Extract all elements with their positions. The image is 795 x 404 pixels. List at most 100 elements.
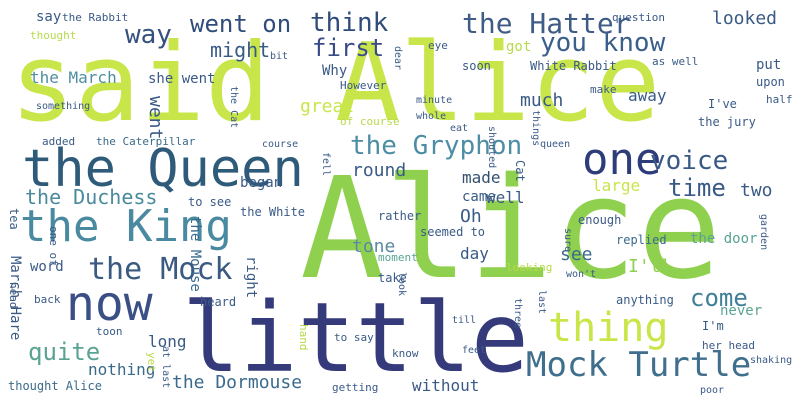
word-white-rabbit: White Rabbit	[530, 59, 617, 73]
word-sure: sure	[562, 228, 573, 253]
word-added: added	[42, 135, 76, 148]
word-toon: toon	[96, 325, 123, 338]
word-wont: won't	[566, 269, 597, 280]
word-bit: bit	[270, 51, 289, 62]
word-feet: feet	[462, 345, 487, 356]
word-course: course	[262, 139, 299, 150]
word-hand: hand	[297, 324, 310, 351]
word-tea: tea	[7, 208, 21, 230]
word-began: began	[240, 175, 283, 191]
word-im: I'm	[702, 319, 724, 333]
word-take: take	[378, 271, 407, 285]
word-the-queen: the Queen	[22, 139, 304, 199]
word-came: came	[462, 189, 496, 205]
word-know: know	[392, 347, 419, 360]
word-word: word	[30, 259, 64, 275]
word-to-say: to say	[334, 331, 374, 344]
word-at-last: at last	[160, 346, 171, 389]
word-voice: voice	[650, 146, 729, 176]
word-think: think	[310, 8, 389, 38]
word-round: round	[352, 160, 407, 181]
word-fell: fell	[320, 152, 331, 177]
word-the-mouse: the Mouse	[187, 216, 203, 292]
word-she-went: she went	[148, 71, 216, 87]
word-quite: quite	[28, 338, 101, 366]
word-getting: getting	[332, 381, 379, 394]
word-the-king: the King	[20, 201, 232, 252]
word-went-on: went on	[190, 10, 292, 38]
word-ill: I'll	[628, 256, 672, 277]
word-the-duchess: the Duchess	[25, 185, 158, 209]
word-thing: thing	[548, 305, 669, 351]
word-make: make	[590, 83, 617, 96]
word-the-gryphon: the Gryphon	[350, 131, 523, 161]
word-shouted: shouted	[486, 126, 497, 169]
word-thought-alice: thought Alice	[8, 379, 102, 393]
word-right: right	[243, 256, 259, 299]
word-put: put	[756, 57, 782, 73]
word-long: long	[148, 332, 187, 351]
word-one-of: one of	[47, 226, 60, 266]
word-the-mock: the Mock	[88, 252, 233, 287]
word-last: last	[536, 290, 547, 315]
word-garden: garden	[758, 214, 769, 251]
word-soon: soon	[462, 59, 491, 73]
word-half: half	[766, 93, 793, 106]
word-however: However	[340, 79, 387, 92]
word-thought: thought	[30, 29, 77, 42]
word-oh: Oh	[460, 206, 482, 227]
word-yet: yet	[145, 352, 158, 372]
word-large: large	[592, 176, 641, 195]
word-looking: looking	[506, 261, 553, 274]
word-poor: poor	[700, 385, 725, 396]
word-day: day	[460, 244, 489, 263]
word-as-well: as well	[652, 55, 699, 68]
word-to-see: to see	[188, 195, 232, 209]
word-see: see	[560, 244, 593, 265]
word-the-white: the White	[240, 205, 306, 219]
word-nothing: nothing	[88, 360, 156, 379]
word-look: look	[396, 272, 407, 297]
word-back: back	[34, 293, 61, 306]
word-away: away	[628, 86, 667, 105]
word-minute: minute	[416, 95, 453, 106]
word-cat: Cat	[513, 160, 527, 182]
word-something: something	[36, 101, 91, 112]
word-her-head: her head	[702, 339, 755, 352]
word-the-caterpillar: the Caterpillar	[96, 135, 196, 148]
word-shaking: shaking	[750, 355, 793, 366]
word-replied: replied	[616, 233, 667, 247]
word-now: now	[66, 276, 153, 332]
word-dear: dear	[392, 46, 403, 71]
word-got: got	[506, 39, 532, 55]
word-moment: moment	[378, 251, 418, 264]
word-of-course: of course	[340, 115, 400, 128]
word-anything: anything	[616, 293, 674, 307]
word-the-march: the March	[30, 68, 117, 87]
word-the-door: the door	[690, 231, 758, 247]
word-well: well	[486, 188, 525, 207]
word-the-rabbit: the Rabbit	[62, 11, 129, 24]
word-the-jury: the jury	[698, 115, 756, 129]
word-rather: rather	[378, 209, 422, 223]
word-said-alice: said Alice	[10, 21, 661, 146]
word-till: till	[452, 315, 477, 326]
word-way: way	[125, 20, 172, 50]
word-alice-large: Alice	[300, 148, 722, 311]
word-mock-turtle: Mock Turtle	[526, 345, 752, 385]
word-enough: enough	[578, 213, 622, 227]
word-things: things	[530, 110, 541, 147]
word-tone: tone	[352, 236, 396, 257]
word-eye: eye	[428, 39, 448, 52]
word-whole: whole	[416, 111, 447, 122]
word-the-dormouse: the Dormouse	[172, 372, 303, 393]
word-eat: eat	[450, 123, 469, 134]
word-head: head	[7, 282, 20, 309]
word-little: little	[182, 282, 529, 394]
word-one: one	[582, 134, 662, 185]
word-might: might	[210, 38, 271, 62]
word-much: much	[520, 90, 564, 111]
word-two: two	[740, 180, 773, 201]
word-the-hatter: the Hatter	[462, 7, 631, 40]
word-upon: upon	[756, 75, 785, 89]
